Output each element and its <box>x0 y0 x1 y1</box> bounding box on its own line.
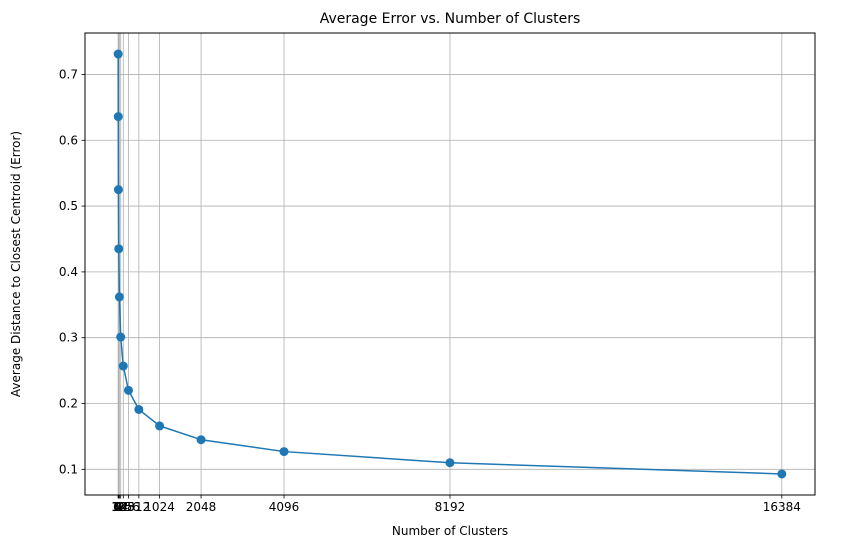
data-point <box>113 49 123 59</box>
y-tick-label: 0.1 <box>59 462 78 476</box>
data-point <box>118 361 128 371</box>
grid <box>85 33 815 495</box>
data-point <box>155 421 165 431</box>
data-point <box>113 185 123 195</box>
marker-layer <box>113 49 787 479</box>
data-point <box>777 469 787 479</box>
data-point <box>279 447 289 457</box>
x-tick-label: 2 <box>114 500 122 514</box>
y-axis-label: Average Distance to Closest Centroid (Er… <box>9 131 23 397</box>
x-tick-label: 4 <box>114 500 122 514</box>
x-tick-label: 8 <box>115 500 123 514</box>
x-tick-label: 2048 <box>186 500 217 514</box>
x-tick-label: 64 <box>113 500 128 514</box>
series-line-layer <box>117 54 782 475</box>
x-tick-label: 16384 <box>763 500 801 514</box>
series-line <box>117 54 782 475</box>
y-tick-label: 0.6 <box>59 133 78 147</box>
data-point <box>114 244 124 254</box>
y-tick-label: 0.3 <box>59 331 78 345</box>
x-tick-label: 1024 <box>144 500 175 514</box>
x-tick-label: 512 <box>127 500 150 514</box>
data-point <box>114 292 124 302</box>
x-tick-label: 8192 <box>435 500 466 514</box>
data-point <box>123 385 133 395</box>
y-ticks: 0.1 0.2 0.3 0.4 0.5 0.6 0.7 <box>59 67 85 476</box>
x-tick-label: 16 <box>111 500 126 514</box>
y-tick-label: 0.5 <box>59 199 78 213</box>
y-tick-label: 0.4 <box>59 265 78 279</box>
y-tick-label: 0.2 <box>59 397 78 411</box>
chart-title: Average Error vs. Number of Clusters <box>320 11 581 27</box>
data-point <box>134 404 144 414</box>
x-tick-label: 32 <box>112 500 127 514</box>
x-tick-label: 4096 <box>269 500 300 514</box>
data-point <box>116 332 126 342</box>
data-point <box>445 458 455 468</box>
x-tick-label: 256 <box>117 500 140 514</box>
data-point <box>196 435 206 445</box>
x-tick-label: 128 <box>112 500 135 514</box>
y-tick-label: 0.7 <box>59 67 78 81</box>
x-axis-label: Number of Clusters <box>392 524 508 538</box>
data-point <box>113 112 123 122</box>
